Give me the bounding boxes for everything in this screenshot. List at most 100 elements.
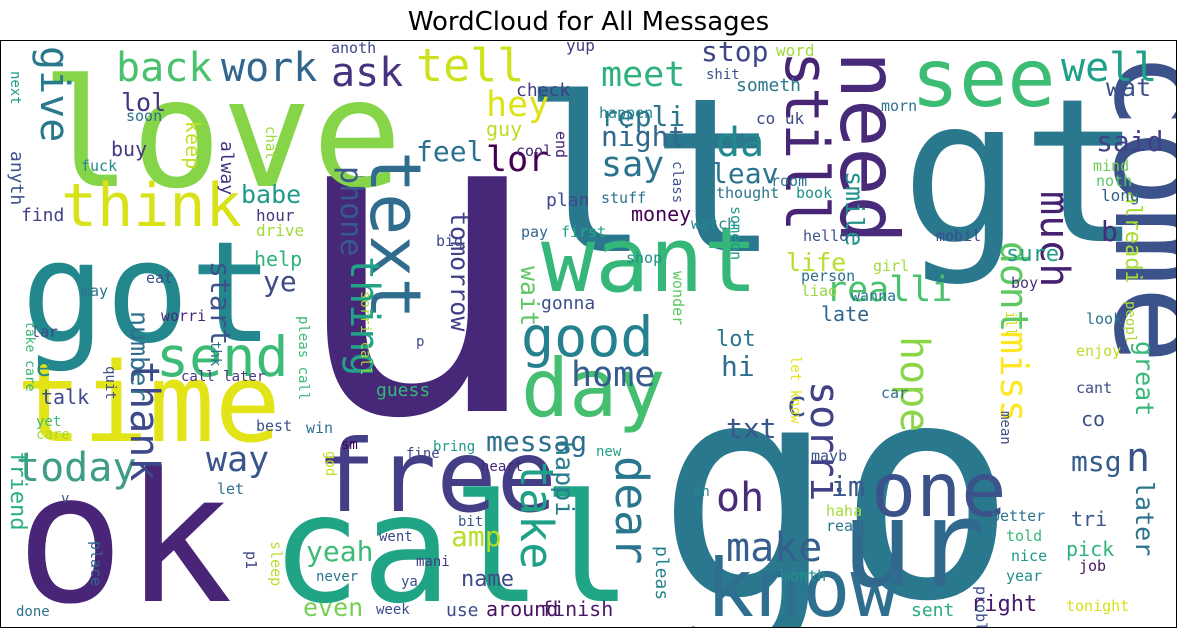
- word-job: job: [1079, 557, 1106, 575]
- word-yeah: yeah: [306, 535, 373, 568]
- word-phone: phone: [333, 166, 368, 256]
- word-hope: hope: [891, 336, 937, 432]
- word-problem: problem: [972, 586, 990, 627]
- word-shop: shop: [626, 249, 662, 267]
- word-bit: bit: [458, 514, 483, 530]
- word-hey: hey: [486, 85, 549, 125]
- word-hi: hi: [721, 350, 755, 383]
- word-thought: thought: [716, 184, 779, 202]
- word-haha: haha: [826, 502, 862, 520]
- wordcloud-frame: u go love lt gt ok call got come ur time want free kn…: [0, 40, 1177, 628]
- word-v: v: [61, 491, 69, 507]
- word-gonna: gonna: [541, 293, 595, 314]
- word-alway: alway: [216, 141, 237, 195]
- word-ya: ya: [401, 574, 418, 590]
- word-babe: babe: [241, 180, 301, 209]
- word-tell: tell: [416, 41, 524, 92]
- word-new: new: [596, 444, 622, 460]
- word-lt: lt: [521, 51, 780, 302]
- word-peopl: peopl: [1122, 301, 1138, 343]
- word-want: want: [541, 208, 758, 313]
- word-wait: wait: [515, 266, 544, 326]
- word-guy: guy: [486, 117, 522, 141]
- word-soon: soon: [126, 107, 162, 125]
- word-p: p: [416, 334, 424, 350]
- word-first: first: [561, 223, 606, 241]
- word-guess: guess: [376, 380, 430, 401]
- word-call-later: call later: [181, 369, 265, 385]
- word-dear: dear: [605, 456, 658, 564]
- word-let-know: let know: [787, 356, 803, 424]
- word-pleas: pleas: [651, 546, 672, 600]
- word-went: went: [379, 529, 413, 545]
- word-need: need: [822, 51, 915, 244]
- word-wanna: wanna: [851, 287, 896, 305]
- word-much: much: [1031, 191, 1077, 287]
- word-drive: drive: [256, 221, 304, 240]
- word-gt: gt: [901, 56, 1142, 289]
- word-sm: sm: [341, 437, 358, 453]
- word-said: said: [1096, 125, 1163, 158]
- word-night: night: [601, 120, 685, 153]
- word-wonder: wonder: [669, 271, 687, 325]
- word-person: person: [801, 267, 855, 285]
- word-yet: yet: [36, 414, 61, 430]
- word-thk: thk: [207, 341, 223, 367]
- word-free: free: [316, 418, 557, 535]
- word-c: c: [786, 385, 807, 425]
- word-sleep: sleep: [267, 541, 285, 586]
- word-sent: sent: [911, 600, 954, 621]
- word-finish: finish: [541, 597, 613, 621]
- word-hello: hello: [803, 227, 848, 245]
- word-told: told: [1006, 527, 1042, 545]
- word-leav: leav: [711, 157, 778, 190]
- word-let: let: [217, 480, 244, 498]
- word-money: money: [631, 202, 691, 226]
- word-ur: ur: [841, 476, 986, 615]
- word-lor: lor: [486, 140, 549, 180]
- word-got: got: [21, 212, 274, 375]
- word-love: love: [41, 48, 402, 222]
- word-wat: wat: [1106, 73, 1151, 102]
- word-ok: ok: [16, 435, 233, 627]
- word-watch: watch: [691, 215, 736, 233]
- word-enjoy: enjoy: [1076, 342, 1121, 360]
- word-give: give: [31, 46, 77, 142]
- word-tonight: tonight: [1066, 597, 1129, 615]
- word-alreadi: alreadi: [1120, 191, 1145, 284]
- word-worri: worri: [161, 307, 206, 325]
- word-lar: lar: [31, 323, 58, 341]
- word-time: time: [16, 339, 281, 467]
- word-boy: boy: [1011, 274, 1038, 292]
- word-one: one: [871, 446, 1006, 534]
- word-mayb: mayb: [811, 447, 847, 465]
- word-well: well: [1061, 45, 1157, 91]
- word-late: late: [821, 302, 869, 326]
- word-think: think: [61, 171, 242, 241]
- word-tri: tri: [1071, 507, 1107, 531]
- word-good: good: [521, 305, 653, 369]
- word-year: year: [1006, 567, 1042, 585]
- word-co: co: [1081, 407, 1105, 431]
- word-come: come: [1085, 51, 1176, 364]
- word-dont: dont: [992, 241, 1036, 333]
- word-p1: p1: [242, 551, 260, 569]
- word-today: today: [16, 445, 136, 491]
- word-someon: someon: [727, 206, 745, 260]
- word-repli: repli: [601, 100, 685, 133]
- word-quit: quit: [102, 366, 118, 400]
- word-win: win: [306, 419, 333, 437]
- word-smile: smile: [840, 171, 869, 246]
- word-pleas-call: pleas call: [295, 316, 311, 400]
- word-mani: mani: [416, 554, 450, 570]
- word-life: life: [786, 248, 846, 277]
- wordcloud-canvas: u go love lt gt ok call got come ur time want free kn…: [5, 41, 1176, 627]
- word-liao: liao: [801, 282, 837, 300]
- word-god: god: [322, 451, 338, 476]
- word-anoth: anoth: [331, 41, 376, 57]
- word-find: find: [21, 205, 64, 226]
- word-lol: lol: [121, 88, 166, 117]
- word-pay: pay: [521, 223, 548, 241]
- word-n: n: [1126, 435, 1150, 481]
- word-meet: meet: [601, 55, 685, 95]
